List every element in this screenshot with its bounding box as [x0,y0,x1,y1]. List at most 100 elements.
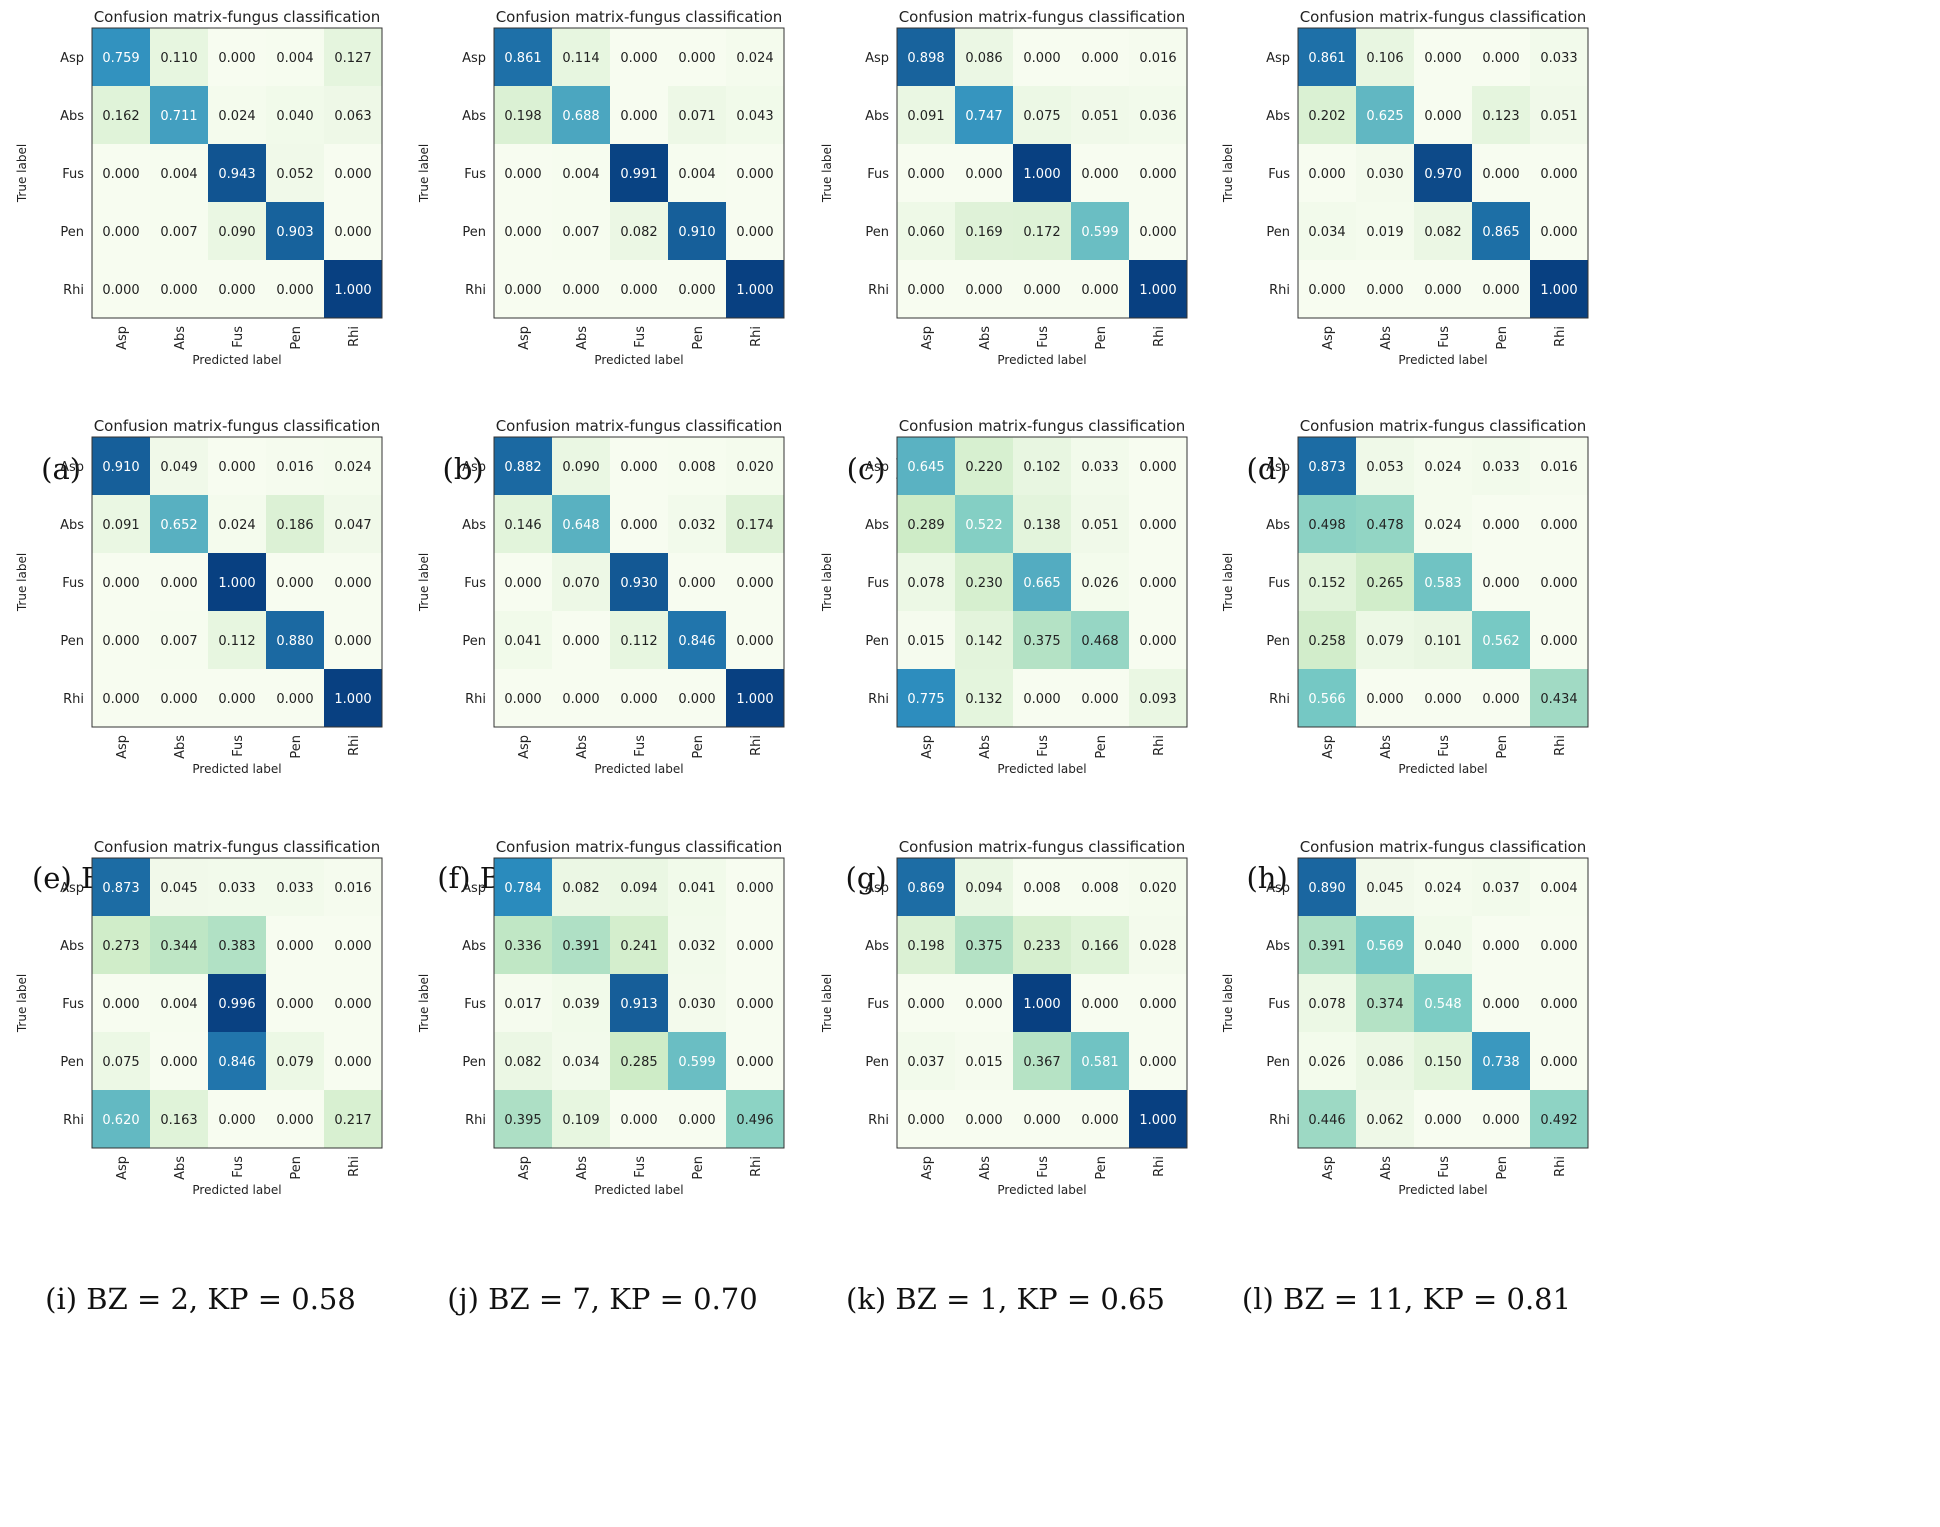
cell-value: 0.620 [102,1113,139,1128]
cell-value: 0.869 [907,881,944,896]
cell-value: 0.000 [504,576,541,591]
matrix-cell [610,669,669,728]
matrix-cell [552,1090,611,1149]
y-axis-title: True label [820,144,834,203]
matrix-cell [150,916,209,975]
matrix-cell [1414,974,1473,1033]
cell-value: 0.000 [504,225,541,240]
cell-value: 0.583 [1424,576,1461,591]
cell-value: 0.861 [504,51,541,66]
matrix-cell [955,28,1014,87]
column-label: Rhi [1553,735,1568,756]
cell-value: 0.016 [334,881,371,896]
matrix-cell [955,974,1014,1033]
matrix-cell [1472,144,1531,203]
matrix-cell [668,86,727,145]
column-label: Asp [517,326,532,350]
matrix-cell [1414,144,1473,203]
matrix-cell [494,1032,553,1091]
row-label: Asp [60,460,84,475]
matrix-cell [92,669,151,728]
column-label: Abs [173,735,188,759]
matrix-cell [1472,553,1531,612]
matrix-cell [668,611,727,670]
panel-c: Confusion matrix-fungus classification 0.… [805,0,1290,509]
row-label: Asp [1266,51,1290,66]
cell-value: 0.000 [1482,167,1519,182]
cell-value: 0.000 [736,634,773,649]
cell-value: 0.000 [276,576,313,591]
row-label: Fus [867,576,889,591]
cell-value: 0.000 [1424,283,1461,298]
cell-value: 0.873 [102,881,139,896]
matrix-cell [150,611,209,670]
matrix-cell [668,202,727,261]
matrix-cell [1129,86,1188,145]
matrix-cell [1356,916,1415,975]
matrix-cell [208,974,267,1033]
matrix-cell [1530,1090,1589,1149]
matrix-cell [1071,611,1130,670]
cell-value: 0.000 [276,939,313,954]
matrix-cell [668,858,727,917]
column-label: Abs [1379,326,1394,350]
cell-value: 1.000 [334,692,371,707]
cell-value: 0.024 [1424,881,1461,896]
matrix-cell [1298,495,1357,554]
matrix-cell [494,611,553,670]
row-label: Asp [60,881,84,896]
matrix-cell [324,144,383,203]
cell-value: 0.492 [1540,1113,1577,1128]
cell-value: 0.000 [218,692,255,707]
matrix-cell [1071,86,1130,145]
cell-value: 0.132 [965,692,1002,707]
cell-value: 0.101 [1424,634,1461,649]
cell-value: 0.000 [1081,1113,1118,1128]
column-label: Rhi [347,326,362,347]
matrix-cell [150,260,209,319]
row-label: Pen [1266,634,1290,649]
cell-value: 0.000 [276,283,313,298]
cell-value: 0.000 [160,576,197,591]
matrix-title: Confusion matrix-fungus classification [1300,417,1587,435]
matrix-cell [1530,202,1589,261]
cell-value: 0.498 [1308,518,1345,533]
matrix-cell [92,611,151,670]
matrix-cell [552,669,611,728]
matrix-cell [324,974,383,1033]
cell-value: 0.024 [218,518,255,533]
matrix-frame [1297,436,1589,728]
matrix-cell [1013,916,1072,975]
cell-value: 0.090 [218,225,255,240]
cell-value: 0.846 [218,1055,255,1070]
matrix-cell [1129,495,1188,554]
cell-value: 0.162 [102,109,139,124]
cell-value: 0.078 [1308,997,1345,1012]
cell-value: 0.093 [1139,692,1176,707]
matrix-cell [552,495,611,554]
cell-value: 0.943 [218,167,255,182]
confusion-matrix-h: Confusion matrix-fungus classification 0.… [1221,417,1589,776]
panel-caption: (j) BZ = 7, KP = 0.70 [447,1282,758,1316]
matrix-cell [266,437,325,496]
cell-value: 0.172 [1023,225,1060,240]
matrix-cell [897,437,956,496]
cell-value: 0.000 [1023,1113,1060,1128]
column-label: Pen [1094,1156,1109,1180]
matrix-cell [1298,28,1357,87]
x-axis-title: Predicted label [192,1183,281,1197]
matrix-cell [208,202,267,261]
matrix-cell [1530,611,1589,670]
matrix-cell [208,1032,267,1091]
column-label: Abs [575,1156,590,1180]
matrix-cell [552,437,611,496]
matrix-cell [1414,553,1473,612]
cell-value: 0.241 [620,939,657,954]
cell-value: 0.000 [1308,167,1345,182]
cell-value: 0.000 [620,518,657,533]
cell-value: 0.000 [907,167,944,182]
cell-value: 0.094 [965,881,1002,896]
cell-value: 0.478 [1366,518,1403,533]
matrix-cell [552,260,611,319]
matrix-cell [208,858,267,917]
